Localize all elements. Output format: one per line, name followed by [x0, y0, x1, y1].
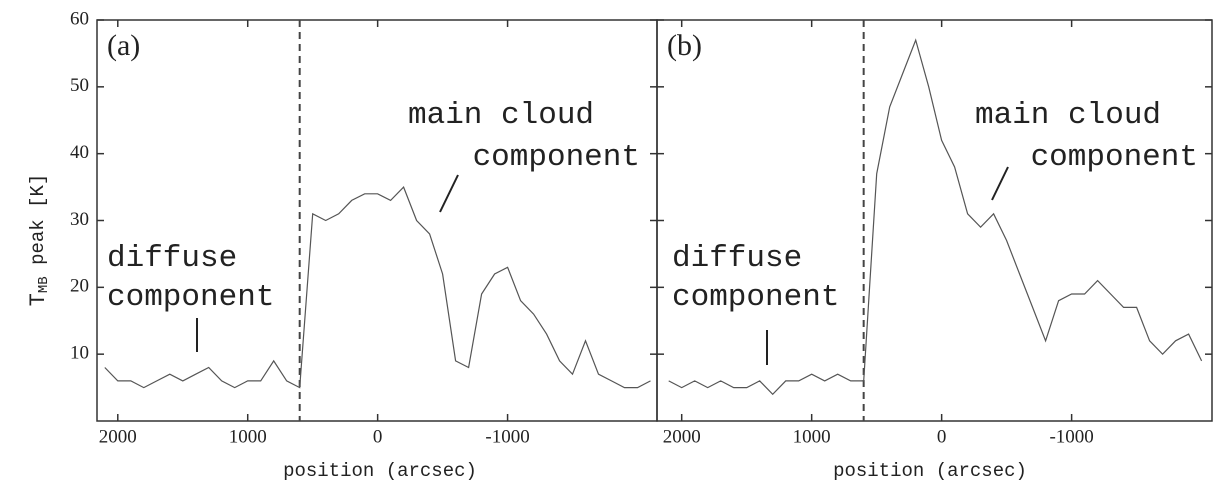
annotation: main cloud	[975, 98, 1161, 133]
annotation: component	[473, 140, 640, 175]
x-tick-label: -1000	[485, 426, 529, 447]
panel-label: (a)	[107, 29, 140, 62]
x-tick-label: 0	[373, 426, 383, 447]
plot-frame	[96, 19, 658, 422]
x-tick-label: 2000	[663, 426, 701, 447]
y-tick-label: 20	[70, 276, 89, 297]
panel-label: (b)	[667, 29, 702, 62]
y-tick-label: 30	[70, 209, 89, 230]
leader-line	[439, 174, 459, 213]
data-line	[668, 38, 1203, 396]
x-axis-label: position (arcsec)	[283, 460, 477, 482]
y-axis-label: TMB peak [K]	[26, 174, 52, 307]
y-label-sub: MB	[36, 276, 52, 293]
leader-line	[991, 166, 1009, 201]
annotation: diffuse	[672, 241, 802, 276]
x-tick-label: 1000	[229, 426, 267, 447]
annotation: main cloud	[408, 98, 594, 133]
data-line	[104, 186, 651, 389]
x-tick-label: 1000	[793, 426, 831, 447]
y-tick-label: 40	[70, 142, 89, 163]
plot-frame	[656, 19, 1213, 422]
y-tick-label: 60	[70, 8, 89, 29]
y-label-main: T	[26, 293, 51, 306]
annotation: diffuse	[107, 241, 237, 276]
y-tick-label: 50	[70, 75, 89, 96]
x-tick-label: 0	[937, 426, 947, 447]
annotation: component	[672, 280, 839, 315]
annotation: component	[1031, 140, 1198, 175]
x-axis-label: position (arcsec)	[833, 460, 1027, 482]
y-tick-label: 10	[70, 343, 89, 364]
x-tick-label: -1000	[1049, 426, 1093, 447]
x-tick-label: 2000	[99, 426, 137, 447]
annotation: component	[107, 280, 274, 315]
y-label-rest: peak [K]	[27, 174, 49, 277]
